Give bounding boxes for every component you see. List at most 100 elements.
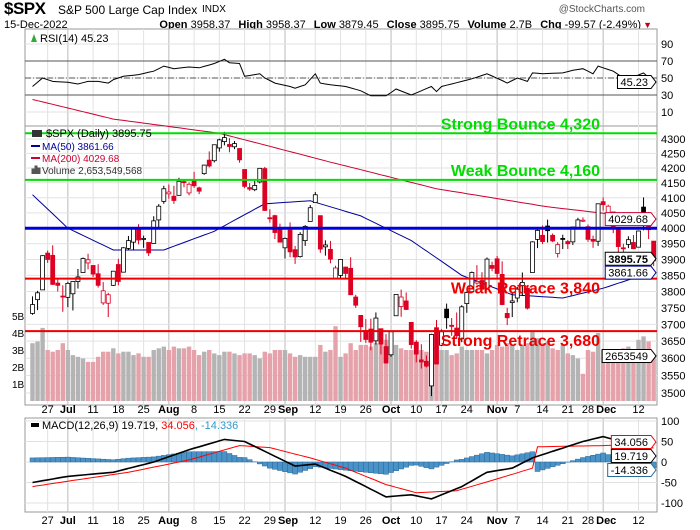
x-tick-label: Nov — [487, 404, 509, 416]
macd-histogram-bar — [580, 457, 586, 463]
macd-histogram-bar — [272, 461, 278, 470]
volume-bar — [520, 344, 525, 401]
candle-body — [252, 185, 258, 191]
volume-bar — [222, 351, 227, 401]
volume-bar — [338, 356, 343, 401]
macd-histogram-bar — [585, 456, 591, 463]
quote-bar: 15-Dec-2022 Open 3958.37 High 3958.37 Lo… — [0, 19, 700, 33]
candle-body — [479, 280, 485, 290]
volume-bar — [600, 350, 606, 401]
level-label: Weak Bounce 4,160 — [451, 163, 600, 180]
macd-histogram-bar — [363, 461, 369, 473]
macd-histogram-bar — [302, 461, 308, 471]
macd-histogram-bar — [216, 451, 223, 463]
x-tick-label: 21 — [562, 515, 574, 527]
candle-body — [474, 281, 480, 284]
x-tick-label: 19 — [334, 404, 346, 416]
x-tick-label: 28 — [582, 515, 594, 527]
macd-histogram-bar — [34, 457, 41, 463]
rsi-line — [32, 58, 654, 97]
candle-body — [70, 281, 76, 295]
candle-body — [156, 205, 162, 221]
x-tick-label: 22 — [238, 404, 250, 416]
x-tick-label: 22 — [238, 515, 250, 527]
candle-body — [90, 265, 96, 275]
volume-bar — [303, 356, 308, 401]
volume-bar — [262, 351, 267, 401]
candle-body — [368, 328, 374, 343]
candle-body — [121, 247, 126, 273]
high-label: High — [238, 19, 263, 31]
candle-body — [388, 331, 394, 356]
volume-bar — [161, 346, 166, 401]
macd-histogram-bar — [534, 461, 541, 472]
x-tick-label: 12 — [632, 515, 644, 527]
volume-bar — [237, 355, 242, 401]
candle-body — [328, 248, 333, 260]
volume-bar — [505, 343, 510, 401]
x-tick-label: Aug — [158, 404, 179, 416]
x-tick-label: Sep — [278, 404, 298, 416]
candle-body — [434, 327, 439, 365]
x-tick-label: Oct — [382, 515, 401, 527]
price-axis-label: 4100 — [661, 193, 685, 205]
x-tick-label: 26 — [360, 404, 372, 416]
candle-body — [464, 292, 470, 304]
volume-bar — [499, 346, 505, 401]
macd-value-tag: 19.719 — [614, 451, 648, 463]
volume-bar — [191, 350, 197, 401]
macd-histogram-bar — [231, 455, 238, 463]
candle-body — [373, 317, 379, 342]
volume-bar — [45, 350, 50, 401]
macd-histogram-bar — [489, 452, 495, 463]
candle-body — [277, 227, 283, 243]
candle-body — [459, 306, 465, 340]
volume-bar — [646, 341, 651, 401]
ma50-value-tag-box — [604, 265, 657, 280]
candle-body — [560, 238, 566, 240]
macd-histogram-bar — [368, 461, 374, 474]
candle-body — [161, 188, 167, 202]
macd-histogram-bar — [65, 456, 71, 463]
candle-body — [595, 203, 601, 242]
x-tick-label: 25 — [137, 515, 149, 527]
volume-bar — [409, 350, 414, 401]
volume-bar — [616, 350, 621, 401]
rsi-axis-label: 50 — [661, 73, 673, 85]
low-value: 3879.45 — [338, 19, 379, 31]
x-tick-label: Sep — [278, 515, 298, 527]
macd-histogram-bar — [539, 461, 546, 471]
quote-date: 15-Dec-2022 — [4, 19, 68, 31]
volume-bar — [141, 356, 146, 401]
macd-histogram-bar — [469, 456, 475, 463]
x-tick-label: 14 — [536, 515, 548, 527]
candle-body — [494, 258, 500, 274]
macd-histogram-bar — [504, 454, 510, 463]
x-tick-label: 24 — [461, 404, 473, 416]
x-tick-label: 11 — [87, 515, 98, 527]
open-label: Open — [159, 19, 188, 31]
rsi-axis-label: 90 — [661, 39, 673, 51]
volume-bar — [555, 350, 560, 401]
price-axis-label: 3850 — [661, 270, 685, 282]
candle-body — [65, 283, 71, 298]
candle-body — [413, 341, 419, 355]
candle-body — [151, 220, 157, 244]
candle-body — [403, 300, 409, 310]
macd-histogram-bar — [95, 458, 101, 463]
candle-body — [519, 282, 525, 287]
x-tick-label: 29 — [264, 515, 276, 527]
volume-bar — [287, 353, 293, 401]
candle-body — [282, 238, 288, 249]
volume-bar — [257, 358, 262, 401]
price-axis-label: 3650 — [661, 336, 685, 348]
volume-bar — [292, 356, 298, 401]
candle-icon — [32, 130, 42, 137]
chart-header: $SPX S&P 500 Large Cap Index INDX @Stock… — [0, 0, 700, 18]
macd-histogram-bar — [110, 459, 117, 463]
volume-bar — [489, 350, 495, 401]
volume-bar — [449, 355, 454, 401]
ma50-line — [32, 194, 654, 299]
candle-body — [429, 334, 434, 387]
volume-legend: Volume 2,653,549,568 — [42, 166, 143, 177]
